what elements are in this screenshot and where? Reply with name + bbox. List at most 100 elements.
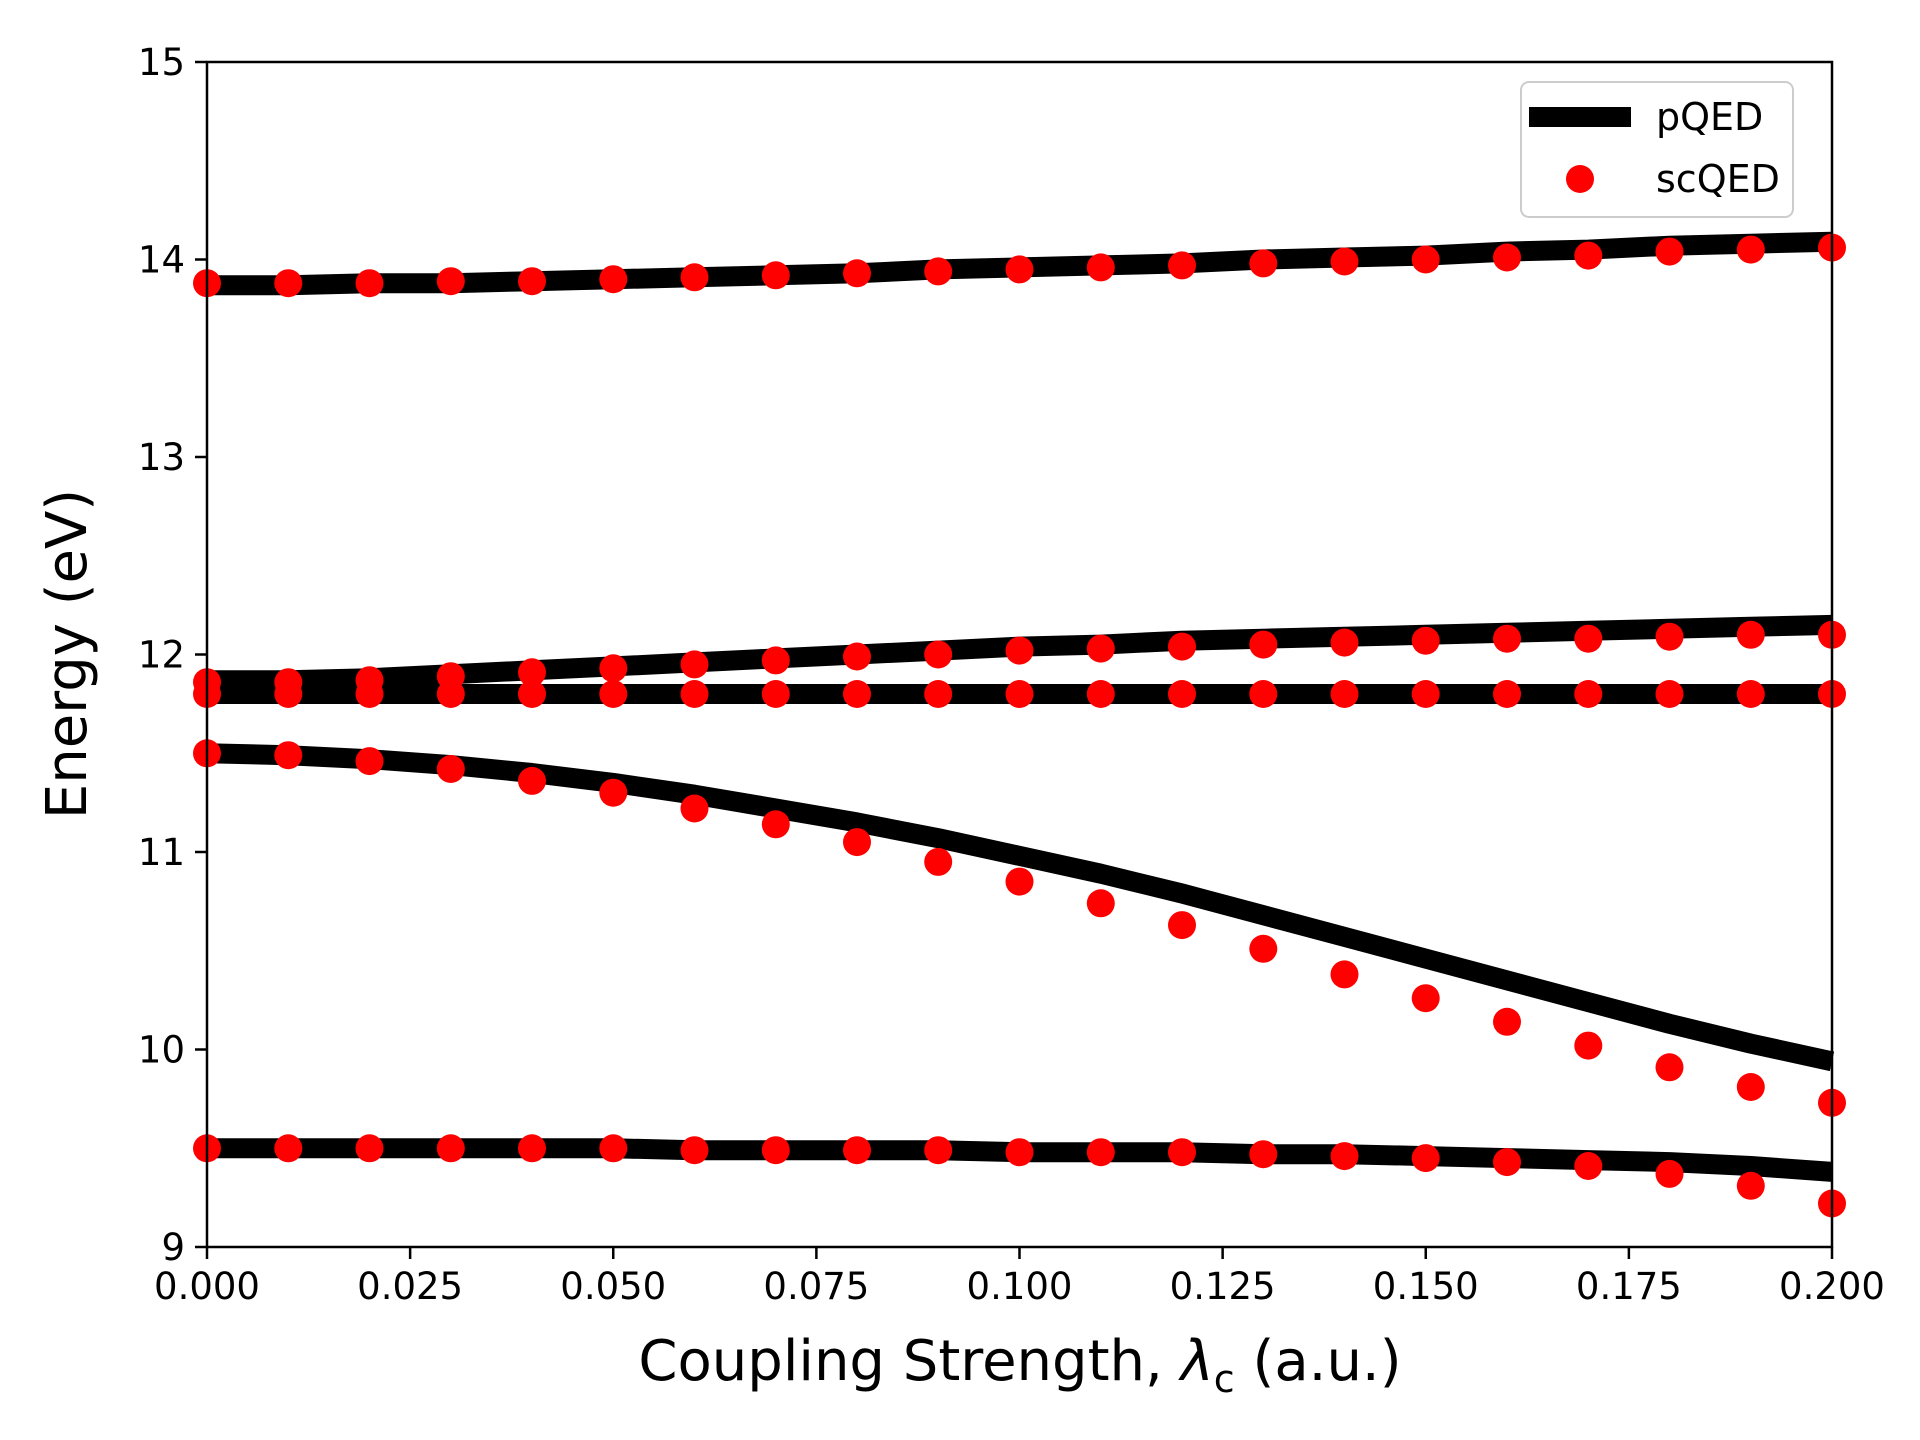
x-tick-label: 0.125 — [1170, 1265, 1276, 1308]
scqed-point — [1168, 1138, 1196, 1167]
y-tick-label: 12 — [138, 634, 185, 677]
scqed-point — [1655, 237, 1684, 266]
scqed-point — [1493, 680, 1521, 708]
scqed-point — [1736, 1171, 1765, 1200]
scqed-point — [1655, 680, 1684, 708]
scqed-point — [843, 259, 871, 288]
scqed-point — [843, 1136, 871, 1165]
scqed-point — [1574, 624, 1603, 653]
scqed-point — [1493, 624, 1521, 653]
x-axis-label-units: (a.u.) — [1235, 1329, 1402, 1394]
scqed-point — [1736, 235, 1765, 264]
scqed-point — [1005, 255, 1034, 284]
scqed-point — [518, 766, 546, 795]
scqed-point — [1168, 251, 1196, 280]
y-tick-label: 11 — [138, 831, 185, 874]
scqed-point — [680, 1136, 709, 1165]
scqed-point — [355, 747, 384, 776]
scqed-point — [599, 265, 628, 294]
scqed-point — [924, 640, 953, 669]
scqed-point — [599, 680, 628, 708]
scqed-point — [1330, 247, 1359, 276]
scqed-point — [355, 1134, 384, 1163]
x-axis-label-symbol: λ — [1178, 1329, 1214, 1394]
y-tick-label: 10 — [138, 1029, 185, 1072]
scqed-point — [1086, 680, 1115, 708]
scqed-point — [1574, 1152, 1603, 1180]
scqed-point — [1655, 1053, 1684, 1082]
x-axis-label: Coupling Strength, λc (a.u.) — [638, 1329, 1401, 1401]
scqed-point — [1655, 1159, 1684, 1188]
scqed-point — [1249, 630, 1278, 659]
scqed-point — [1736, 680, 1765, 708]
scqed-point — [436, 680, 465, 708]
pqed-line-4 — [206, 743, 1835, 1072]
scqed-point — [1411, 984, 1440, 1013]
x-tick-label: 0.025 — [357, 1265, 463, 1308]
scqed-point — [1330, 680, 1359, 708]
scqed-point — [1086, 253, 1115, 282]
scqed-point — [1086, 634, 1115, 663]
scqed-point — [924, 1136, 953, 1165]
scqed-point — [1330, 1142, 1359, 1171]
scqed-point — [1168, 632, 1196, 661]
scqed-point — [518, 658, 546, 687]
x-tick-label: 0.075 — [763, 1265, 869, 1308]
scqed-point — [761, 680, 790, 708]
scqed-point — [761, 810, 790, 839]
legend-label-scqed: scQED — [1656, 157, 1780, 201]
scqed-point — [1330, 960, 1359, 989]
x-tick-label: 0.000 — [154, 1265, 260, 1308]
scqed-point — [1655, 622, 1684, 651]
scqed-point — [1736, 1073, 1765, 1101]
scqed-point — [1493, 1148, 1521, 1177]
x-axis-ticks: 0.000 0.025 0.050 0.075 0.100 0.125 0.150 0.175… — [154, 1247, 1885, 1308]
scqed-point — [274, 269, 303, 298]
y-tick-label: 15 — [138, 41, 185, 84]
scqed-point — [1005, 636, 1034, 665]
y-tick-label: 14 — [138, 239, 185, 282]
scqed-point — [1249, 1140, 1278, 1169]
y-tick-label: 13 — [138, 436, 185, 479]
scqed-point — [924, 257, 953, 286]
scqed-point — [1249, 680, 1278, 708]
scqed-point — [1411, 626, 1440, 655]
y-axis-label: Energy (eV) — [35, 489, 100, 819]
scqed-point — [1086, 889, 1115, 918]
scqed-point — [1005, 680, 1034, 708]
scqed-point — [1005, 1138, 1034, 1167]
scqed-point — [274, 1134, 303, 1163]
scqed-point — [518, 680, 546, 708]
scqed-point — [1249, 934, 1278, 963]
scqed-point — [1411, 1144, 1440, 1173]
scqed-point — [680, 650, 709, 679]
scqed-point — [761, 646, 790, 675]
legend: pQED scQED — [1520, 81, 1794, 218]
scqed-point — [924, 847, 953, 876]
y-axis-ticks: 9 10 11 12 13 14 15 — [138, 41, 207, 1269]
scqed-point — [1005, 867, 1034, 896]
x-tick-label: 0.100 — [967, 1265, 1073, 1308]
scqed-point — [599, 654, 628, 683]
x-tick-label: 0.200 — [1779, 1265, 1885, 1308]
scqed-point — [599, 778, 628, 807]
x-tick-label: 0.175 — [1576, 1265, 1682, 1308]
scqed-point — [274, 680, 303, 708]
scqed-point — [1493, 243, 1521, 272]
scqed-point — [1411, 245, 1440, 274]
scqed-point — [680, 794, 709, 823]
scqed-point — [843, 828, 871, 857]
scqed-point — [761, 261, 790, 290]
scqed-point — [274, 741, 303, 770]
scqed-point — [1493, 1007, 1521, 1036]
scqed-point — [1330, 628, 1359, 657]
scqed-point — [1736, 620, 1765, 649]
scqed-point — [1574, 1031, 1603, 1060]
scqed-point — [1168, 911, 1196, 940]
scqed-point — [924, 680, 953, 708]
scqed-point — [436, 1134, 465, 1163]
scqed-point — [843, 680, 871, 708]
scqed-point — [680, 680, 709, 708]
x-tick-label: 0.050 — [560, 1265, 666, 1308]
